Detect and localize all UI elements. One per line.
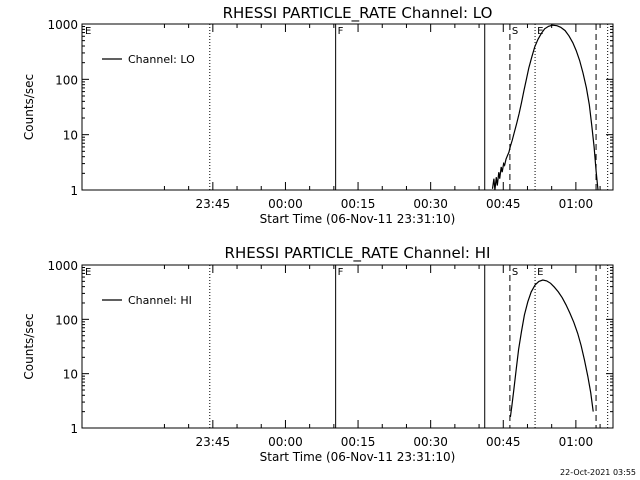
x-tick-label: 23:45	[196, 435, 231, 449]
event-marker-label: E	[85, 26, 91, 37]
event-marker-label: E	[537, 26, 543, 37]
x-tick-label: 00:00	[268, 197, 303, 211]
x-tick-label: 01:00	[559, 435, 594, 449]
footer-timestamp: 22-Oct-2021 03:55	[560, 468, 636, 477]
y-tick-label: 100	[55, 313, 78, 327]
y-tick-label: 1000	[47, 259, 78, 273]
x-tick-label: 23:45	[196, 197, 231, 211]
event-marker-label: E	[537, 267, 543, 278]
x-axis-label: Start Time (06-Nov-11 23:31:10)	[260, 212, 456, 226]
event-marker-label: F	[338, 267, 344, 278]
x-tick-label: 00:30	[413, 197, 448, 211]
data-series-line	[491, 24, 599, 191]
x-axis-label: Start Time (06-Nov-11 23:31:10)	[260, 450, 456, 464]
plot-frame	[81, 23, 614, 191]
y-tick-label: 1000	[47, 18, 78, 32]
legend-label: Channel: HI	[128, 294, 192, 307]
x-tick-label: 00:15	[341, 435, 376, 449]
y-axis-label: Counts/sec	[22, 313, 36, 379]
event-marker-label: S	[512, 267, 518, 278]
x-tick-label: 01:00	[559, 197, 594, 211]
plot-frame	[81, 264, 614, 429]
legend-label: Channel: LO	[128, 53, 195, 66]
event-marker-label: E	[85, 267, 91, 278]
event-marker-label: S	[512, 26, 518, 37]
x-tick-label: 00:15	[341, 197, 376, 211]
panel-channel-hi: RHESSI PARTICLE_RATE Channel: HI 1 10 100 10…	[22, 244, 614, 464]
chart-title: RHESSI PARTICLE_RATE Channel: HI	[225, 244, 491, 263]
x-tick-label: 00:00	[268, 435, 303, 449]
x-tick-label: 00:45	[486, 435, 521, 449]
panel-channel-lo: RHESSI PARTICLE_RATE Channel: LO 1 10 100 10…	[22, 4, 614, 226]
event-marker-label: F	[338, 26, 344, 37]
y-tick-label: 100	[55, 73, 78, 87]
y-tick-label: 10	[63, 129, 78, 143]
data-series-line	[509, 279, 594, 417]
y-axis-label: Counts/sec	[22, 74, 36, 140]
x-tick-label: 00:30	[413, 435, 448, 449]
y-tick-label: 1	[70, 422, 78, 436]
chart-title: RHESSI PARTICLE_RATE Channel: LO	[223, 4, 493, 23]
x-tick-label: 00:45	[486, 197, 521, 211]
y-tick-label: 1	[70, 184, 78, 198]
y-tick-label: 10	[63, 368, 78, 382]
